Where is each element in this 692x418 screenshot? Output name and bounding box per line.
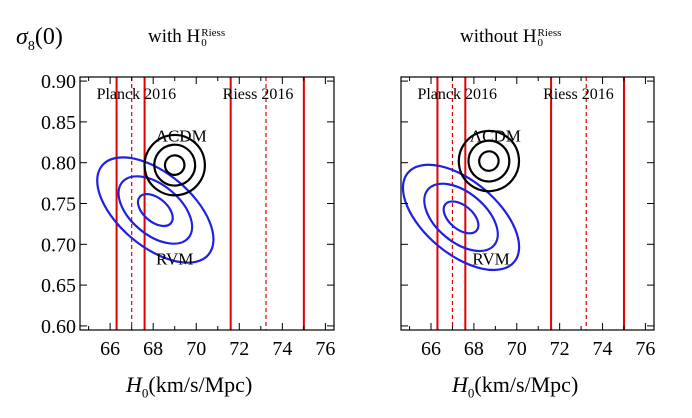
y-tick-label-4-left: 0.80 [41,153,76,175]
panel-title-symbol: H [186,26,201,47]
band-label-planck-2016-left: Planck 2016 [97,86,177,103]
x-axis-symbol: H [126,372,142,397]
x-axis-label-left: H0(km/s/Mpc) [126,372,252,401]
x-axis-units: (km/s/Mpc) [474,372,579,397]
panel-title-superscript: Riess [537,27,562,40]
plot-frame-left [79,76,335,331]
contour-label-rvm-left: RVM [156,250,193,269]
y-axis-argument: (0) [34,24,63,50]
y-tick-label-0-left: 0.60 [41,316,76,338]
contour-rvm-level-2-left [117,175,194,245]
x-tick-label-66-right: 66 [421,338,441,360]
contour-rvm-level-1-left [136,192,174,228]
x-tick-label-76-right: 76 [635,338,655,360]
plot-frame-right [400,76,655,331]
panel-title-left: with H Riess 0 [148,26,225,49]
contour-label-lcdm-right: ΛCDM [470,126,521,145]
x-axis-units: (km/s/Mpc) [148,372,253,397]
x-tick-label-72-left: 72 [229,338,249,360]
x-tick-label-70-right: 70 [507,338,527,360]
x-axis-symbol: H [452,372,468,397]
panel-title-subscript: 0 [201,37,207,49]
contour-label-lcdm-left: ΛCDM [156,126,207,145]
panel-title-subscript: 0 [537,37,544,49]
x-tick-label-68-left: 68 [143,338,163,360]
x-tick-label-74-right: 74 [593,338,613,360]
panel-title-prefix: with [148,26,182,47]
x-tick-label-76-left: 76 [315,338,335,360]
contour-lcdm-level-3-right [457,129,521,193]
contour-lcdm-level-1-left [163,154,186,176]
contour-rvm-level-3-left [96,156,215,264]
y-tick-label-3-left: 0.75 [41,194,76,216]
y-tick-label-2-left: 0.70 [41,234,76,256]
contour-label-rvm-right: RVM [472,250,509,269]
panel-title-right: without H Riess 0 [460,26,561,49]
contour-lcdm-level-2-right [467,139,511,183]
x-tick-label-68-right: 68 [464,338,484,360]
contour-rvm-level-3-right [401,163,521,272]
band-label-riess-2016-right: Riess 2016 [543,86,614,103]
y-axis-function: σ [16,24,28,50]
contour-lcdm-level-3-left [143,133,206,197]
x-tick-label-70-left: 70 [186,338,206,360]
contour-lcdm-level-1-right [478,150,500,172]
x-axis-label-right: H0(km/s/Mpc) [452,372,578,401]
y-axis-subscript: 8 [27,38,35,54]
panel-title-scripts: Riess 0 [201,27,226,49]
y-tick-label-5-left: 0.85 [41,112,76,134]
contour-lcdm-level-2-left [153,143,197,187]
band-label-riess-2016-left: Riess 2016 [223,86,294,103]
panel-title-prefix: without [460,26,519,47]
x-tick-label-74-left: 74 [272,338,292,360]
y-tick-label-6-left: 0.90 [41,71,76,93]
y-axis-label: σ8(0) [16,24,63,55]
panel-title-scripts: Riess 0 [537,27,562,49]
x-tick-label-72-right: 72 [550,338,570,360]
band-label-planck-2016-right: Planck 2016 [417,86,497,103]
contour-rvm-level-1-right [442,200,480,235]
x-axis-subscript: 0 [141,385,149,401]
x-axis-subscript: 0 [467,385,475,401]
y-tick-label-1-left: 0.65 [41,275,76,297]
panel-title-superscript: Riess [201,27,226,40]
x-tick-label-66-left: 66 [100,338,120,360]
contour-rvm-level-2-right [423,182,499,253]
panel-title-symbol: H [522,26,537,47]
